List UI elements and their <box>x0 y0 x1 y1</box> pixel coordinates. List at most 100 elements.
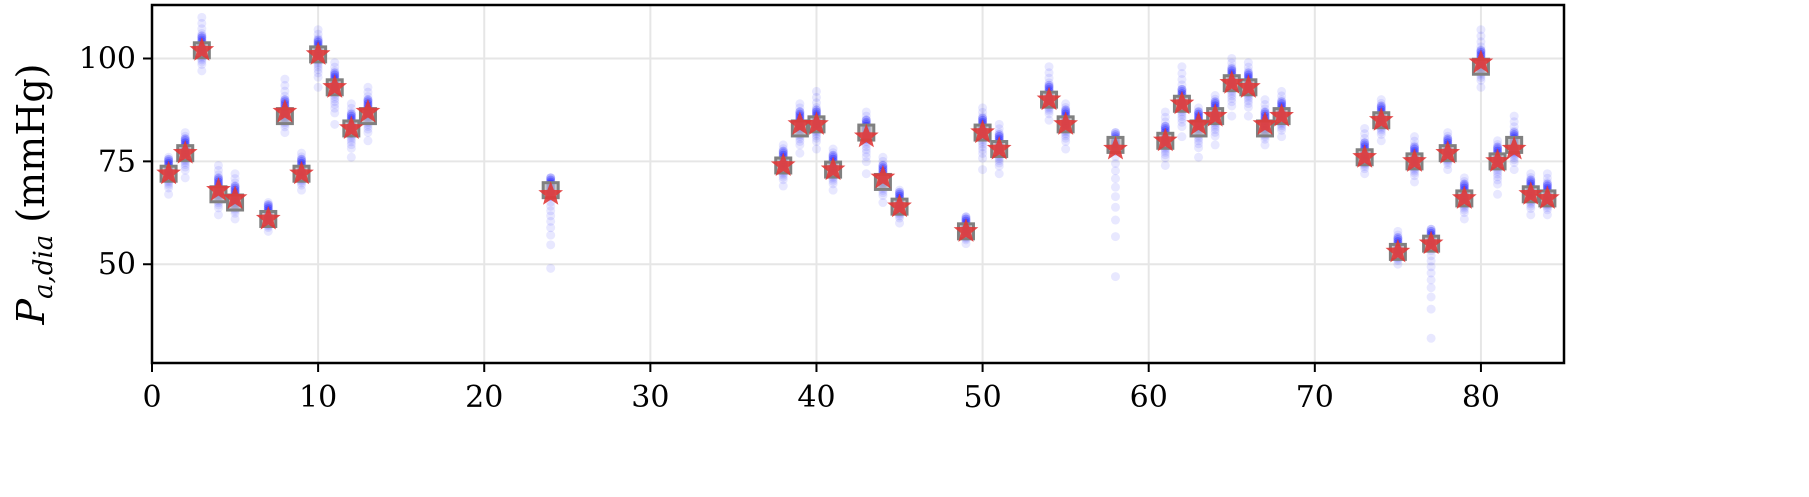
sample-point <box>795 148 805 158</box>
sample-point <box>313 68 323 78</box>
sample-point <box>1194 143 1204 153</box>
sample-point <box>1177 84 1187 94</box>
sample-point <box>1409 140 1419 150</box>
sample-point <box>164 155 174 165</box>
y-axis-label-symbol: P <box>9 298 53 326</box>
sample-point <box>1426 268 1436 278</box>
sample-point <box>346 99 356 109</box>
sample-point <box>1160 107 1170 117</box>
sample-point <box>546 223 556 233</box>
sample-point <box>230 174 240 184</box>
sample-point <box>978 142 988 152</box>
sample-point <box>1376 95 1386 105</box>
sample-point <box>1542 179 1552 189</box>
sample-point <box>994 158 1004 168</box>
sample-point <box>180 134 190 144</box>
star-marker <box>787 111 813 135</box>
sample-point <box>230 169 240 179</box>
sample-point <box>197 24 207 34</box>
star-marker <box>1219 70 1245 94</box>
sample-point <box>1360 138 1370 148</box>
sample-point <box>961 239 971 249</box>
sample-point <box>330 103 340 113</box>
sample-point <box>1277 95 1287 105</box>
sample-point <box>1160 121 1170 131</box>
sample-point <box>1509 122 1519 132</box>
sample-point <box>1360 169 1370 179</box>
sample-point <box>297 180 307 190</box>
sample-point <box>346 152 356 162</box>
sample-point <box>164 189 174 199</box>
star-marker <box>1451 185 1477 209</box>
star-marker <box>156 160 181 185</box>
x-tick-label: 10 <box>299 380 337 415</box>
sample-point <box>1243 99 1253 109</box>
sample-point <box>895 188 905 198</box>
sample-point <box>1061 144 1071 154</box>
sample-point <box>1360 138 1370 148</box>
sample-point <box>363 87 373 97</box>
sample-point <box>1526 169 1536 179</box>
sample-point <box>363 124 373 134</box>
sample-point <box>1177 62 1187 72</box>
sample-point <box>861 145 871 155</box>
sample-point <box>1376 98 1386 108</box>
sample-point <box>1459 208 1469 218</box>
sample-point <box>1426 262 1436 272</box>
sample-point <box>1044 68 1054 78</box>
sample-point <box>546 173 556 183</box>
sample-point <box>1509 158 1519 168</box>
sample-point <box>1509 111 1519 121</box>
star-marker <box>804 111 829 135</box>
sample-point <box>861 152 871 162</box>
sample-point <box>346 107 356 117</box>
sample-point <box>1493 142 1503 152</box>
sample-point <box>1160 153 1170 163</box>
sample-point <box>546 230 556 240</box>
sample-point <box>180 173 190 183</box>
sample-point <box>1443 134 1453 144</box>
x-tick-label: 40 <box>797 380 835 415</box>
sample-point <box>1409 171 1419 181</box>
sample-point <box>330 62 340 72</box>
sample-point <box>197 31 207 41</box>
sample-point <box>1110 215 1120 225</box>
x-tick-label: 20 <box>465 380 503 415</box>
star-marker <box>538 181 564 205</box>
sample-point <box>895 213 905 223</box>
sample-point <box>1044 73 1054 83</box>
sample-point <box>861 111 871 121</box>
sample-point <box>1177 111 1187 121</box>
sample-point <box>1194 139 1204 149</box>
sample-point <box>961 212 971 222</box>
sample-point <box>230 178 240 188</box>
sample-point <box>1426 333 1436 343</box>
sample-point <box>1542 177 1552 187</box>
sample-point <box>1177 114 1187 124</box>
sample-point <box>811 144 821 154</box>
sample-point <box>1210 127 1220 137</box>
sample-point <box>994 124 1004 134</box>
y-tick-label: 50 <box>98 247 136 282</box>
star-marker <box>1236 74 1261 98</box>
y-tick-label: 100 <box>79 41 136 76</box>
star-marker <box>1202 103 1228 127</box>
sample-point <box>1210 94 1220 104</box>
sample-point <box>1260 140 1270 150</box>
sample-point <box>1459 214 1469 224</box>
sample-point <box>213 160 223 170</box>
star-marker <box>1402 148 1427 172</box>
sample-point <box>313 62 323 72</box>
sample-point <box>330 119 340 129</box>
sample-point <box>1409 136 1419 146</box>
sample-point <box>1227 91 1237 101</box>
sample-point <box>828 185 838 195</box>
sample-point <box>878 152 888 162</box>
sample-point <box>346 103 356 113</box>
sample-point <box>1194 106 1204 116</box>
sample-point <box>811 133 821 143</box>
star-marker <box>1252 111 1278 135</box>
sample-point <box>546 206 556 216</box>
sample-point <box>1526 210 1536 220</box>
star-marker <box>870 164 896 189</box>
